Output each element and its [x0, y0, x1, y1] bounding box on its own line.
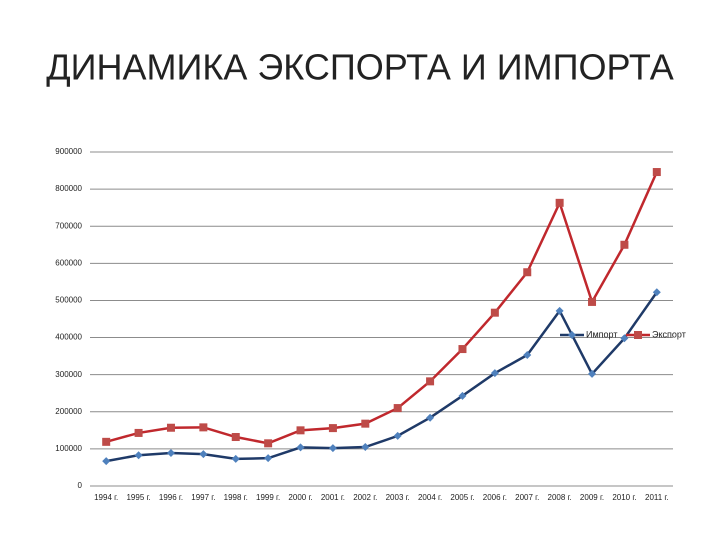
data-point: [393, 431, 402, 440]
data-point: [199, 450, 208, 459]
y-tick-label: 100000: [55, 444, 82, 453]
y-tick-label: 0: [78, 481, 83, 490]
x-tick-label: 2006 г.: [483, 493, 507, 502]
series-line: [105, 291, 658, 463]
x-tick-label: 2002 г.: [353, 493, 377, 502]
x-tick-label: 2011 г.: [645, 493, 669, 502]
x-tick-label: 1998 г.: [224, 493, 248, 502]
y-tick-label: 800000: [55, 184, 82, 193]
data-point: [490, 369, 499, 378]
data-point: [264, 439, 273, 448]
y-tick-label: 600000: [55, 258, 82, 267]
data-point: [134, 451, 143, 460]
y-tick-label: 300000: [55, 370, 82, 379]
data-point: [588, 297, 597, 306]
data-point: [458, 391, 467, 400]
data-point: [458, 345, 467, 354]
data-point: [328, 424, 337, 433]
data-point: [166, 423, 175, 432]
data-point: [620, 334, 629, 343]
x-tick-label: 1994 г.: [94, 493, 118, 502]
data-point: [490, 308, 499, 317]
x-tick-label: 1996 г.: [159, 493, 183, 502]
data-point: [264, 454, 273, 463]
data-point: [361, 419, 370, 428]
x-tick-label: 1999 г.: [256, 493, 280, 502]
x-tick-label: 2003 г.: [386, 493, 410, 502]
data-point: [555, 306, 564, 315]
series-line: [105, 171, 658, 445]
data-point: [652, 288, 661, 297]
data-point: [328, 444, 337, 453]
data-point: [296, 443, 305, 452]
y-tick-label: 500000: [55, 296, 82, 305]
y-tick-label: 200000: [55, 407, 82, 416]
legend-marker: [568, 331, 576, 339]
data-point: [102, 437, 111, 446]
y-tick-label: 700000: [55, 221, 82, 230]
x-tick-label: 2009 г.: [580, 493, 604, 502]
x-tick-label: 1997 г.: [191, 493, 215, 502]
x-tick-label: 2007 г.: [515, 493, 539, 502]
y-tick-label: 900000: [55, 147, 82, 156]
x-tick-label: 2000 г.: [288, 493, 312, 502]
x-tick-label: 2008 г.: [548, 493, 572, 502]
data-point: [523, 268, 532, 277]
x-tick-label: 2005 г.: [450, 493, 474, 502]
x-tick-label: 2010 г.: [612, 493, 636, 502]
data-point: [652, 168, 661, 177]
data-point: [296, 426, 305, 435]
data-point: [134, 428, 143, 437]
data-point: [588, 369, 597, 378]
legend-marker: [634, 331, 642, 339]
legend-label: Импорт: [586, 329, 617, 339]
y-tick-label: 400000: [55, 333, 82, 342]
data-point: [555, 198, 564, 207]
x-tick-label: 1995 г.: [126, 493, 150, 502]
data-point: [361, 443, 370, 452]
data-point: [523, 350, 532, 359]
x-tick-label: 2001 г.: [321, 493, 345, 502]
x-tick-label: 2004 г.: [418, 493, 442, 502]
data-point: [426, 377, 435, 386]
data-point: [426, 413, 435, 422]
data-point: [199, 423, 208, 432]
data-point: [231, 433, 240, 442]
data-point: [231, 454, 240, 463]
data-point: [620, 240, 629, 249]
data-point: [393, 404, 402, 413]
data-point: [166, 448, 175, 457]
legend-label: Экспорт: [652, 329, 686, 339]
chart-title: ДИНАМИКА ЭКСПОРТА И ИМПОРТА: [46, 47, 673, 88]
data-point: [102, 457, 111, 466]
